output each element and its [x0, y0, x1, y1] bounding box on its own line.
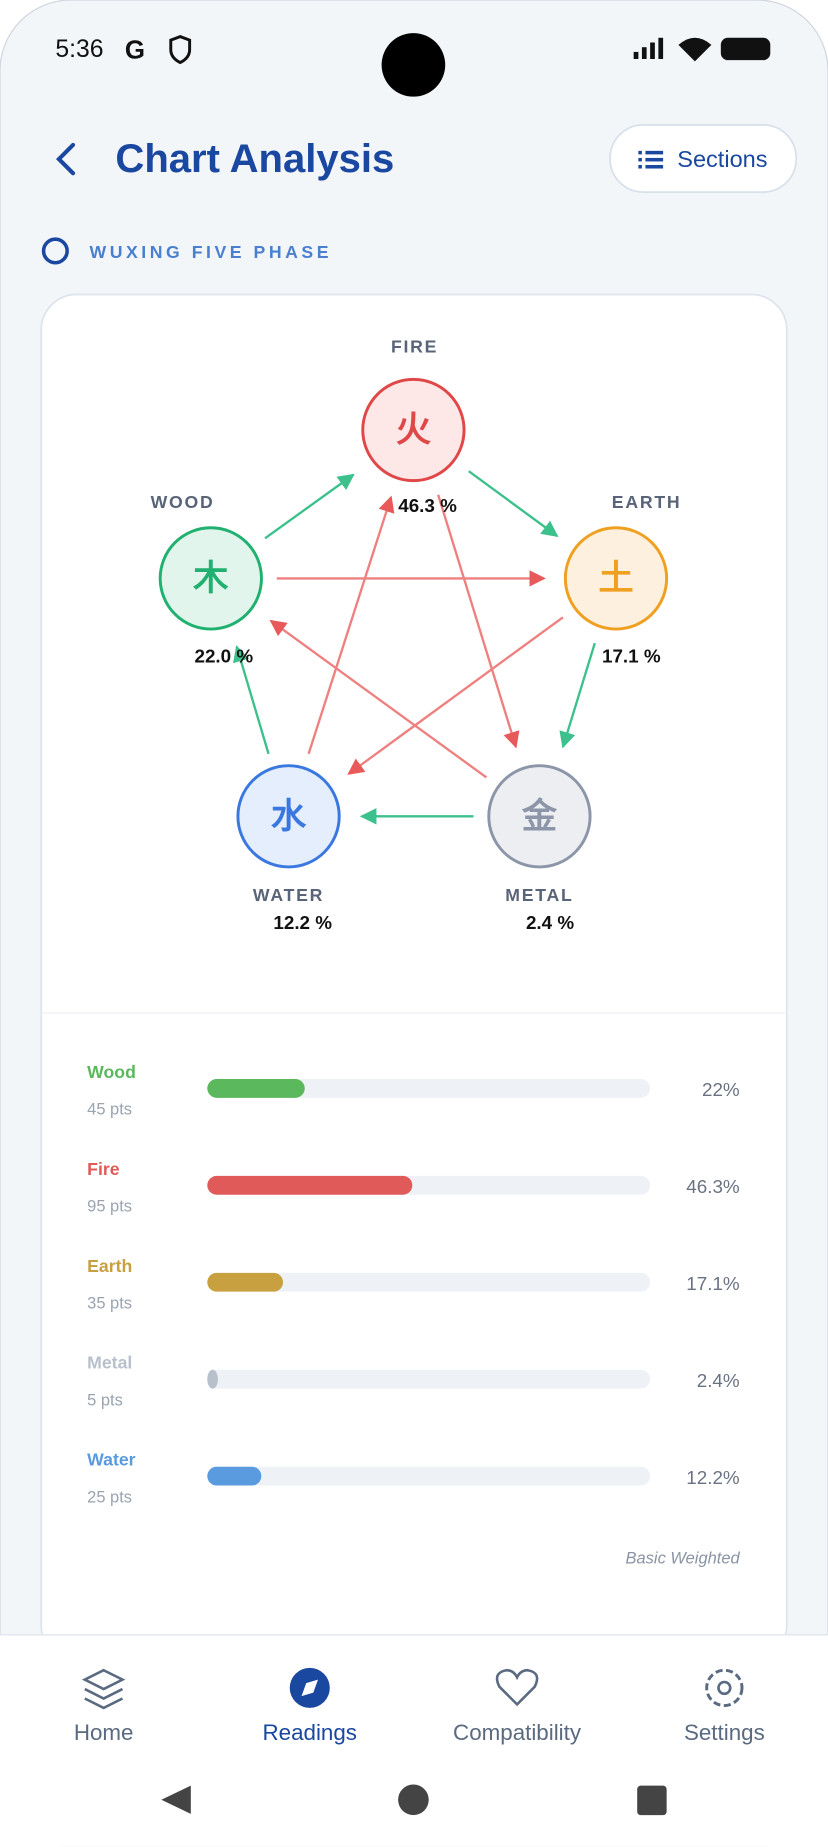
- row-points: 35 pts: [87, 1294, 132, 1312]
- phase-percent: 46.3 %: [398, 495, 457, 516]
- phase-glyph: 水: [271, 797, 307, 836]
- bar: [207, 1466, 262, 1486]
- row-percent: 17.1%: [686, 1273, 740, 1294]
- phase-name: EARTH: [612, 492, 682, 512]
- bar-track: [207, 1369, 651, 1389]
- bar: [207, 1175, 413, 1195]
- row-name: Earth: [87, 1256, 132, 1276]
- bar-track: [207, 1078, 651, 1098]
- phase-node: [158, 526, 263, 631]
- page-title: Chart Analysis: [115, 137, 394, 181]
- bar-track: [207, 1272, 651, 1292]
- phase-percent: 2.4 %: [526, 912, 574, 933]
- nav-label[interactable]: Readings: [263, 1720, 357, 1745]
- phase-percent: 12.2 %: [273, 912, 332, 933]
- nav-label[interactable]: Settings: [684, 1720, 765, 1745]
- phase-name: WATER: [253, 885, 324, 905]
- camera: [381, 33, 446, 97]
- phase-glyph: 木: [193, 559, 229, 598]
- row-points: 45 pts: [87, 1101, 132, 1119]
- back-button[interactable]: [55, 142, 76, 176]
- bar-track: [207, 1466, 651, 1486]
- android-back[interactable]: [161, 1785, 191, 1814]
- settings-icon-center: [717, 1680, 732, 1696]
- battery-icon: [720, 37, 771, 61]
- status-time: 5:36: [55, 36, 103, 63]
- phase-node: [563, 526, 669, 631]
- signal-icon: [633, 37, 664, 59]
- row-points: 25 pts: [87, 1488, 132, 1506]
- phase-glyph: 土: [598, 559, 633, 598]
- settings-icon[interactable]: [705, 1668, 744, 1708]
- wifi-icon: [678, 37, 712, 62]
- phase-name: WOOD: [151, 492, 215, 512]
- phase-glyph: 金: [521, 796, 558, 836]
- nav-label[interactable]: Home: [74, 1720, 134, 1745]
- sections-label[interactable]: Sections: [677, 146, 767, 172]
- phase-percent: 22.0 %: [194, 646, 253, 667]
- row-name: Wood: [87, 1062, 136, 1082]
- arrows: [233, 470, 596, 825]
- section-label: WUXING FIVE PHASE: [90, 242, 333, 262]
- phase-glyph: 火: [396, 410, 432, 449]
- row-percent: 2.4%: [697, 1370, 740, 1391]
- android-home[interactable]: [398, 1784, 429, 1816]
- row-percent: 22%: [702, 1079, 740, 1100]
- row-name: Metal: [87, 1353, 132, 1373]
- bar: [207, 1369, 218, 1389]
- row-points: 95 pts: [87, 1198, 132, 1216]
- sections-button[interactable]: Sections: [609, 124, 798, 193]
- section-icon: [41, 237, 69, 265]
- android-recents[interactable]: [637, 1785, 667, 1816]
- row-percent: 46.3%: [686, 1176, 740, 1197]
- bar: [207, 1272, 284, 1292]
- phase-node: [361, 377, 466, 483]
- method-note: Basic Weighted: [626, 1549, 741, 1567]
- row-points: 5 pts: [87, 1391, 123, 1409]
- phase-node: [236, 764, 341, 869]
- row-name: Water: [87, 1450, 136, 1470]
- bar: [207, 1078, 305, 1098]
- home-icon[interactable]: [81, 1668, 126, 1710]
- row-name: Fire: [87, 1159, 120, 1179]
- g-icon: G: [125, 37, 145, 65]
- row-percent: 12.2%: [686, 1467, 740, 1488]
- compatibility-icon[interactable]: [495, 1668, 539, 1707]
- nav-label[interactable]: Compatibility: [453, 1720, 582, 1745]
- shield-icon: [169, 35, 192, 65]
- phase-node: [487, 764, 592, 869]
- phase-name: FIRE: [391, 336, 438, 356]
- phase-percent: 17.1 %: [602, 646, 661, 667]
- phase-name: METAL: [505, 885, 573, 905]
- compass-needle: [301, 1679, 319, 1697]
